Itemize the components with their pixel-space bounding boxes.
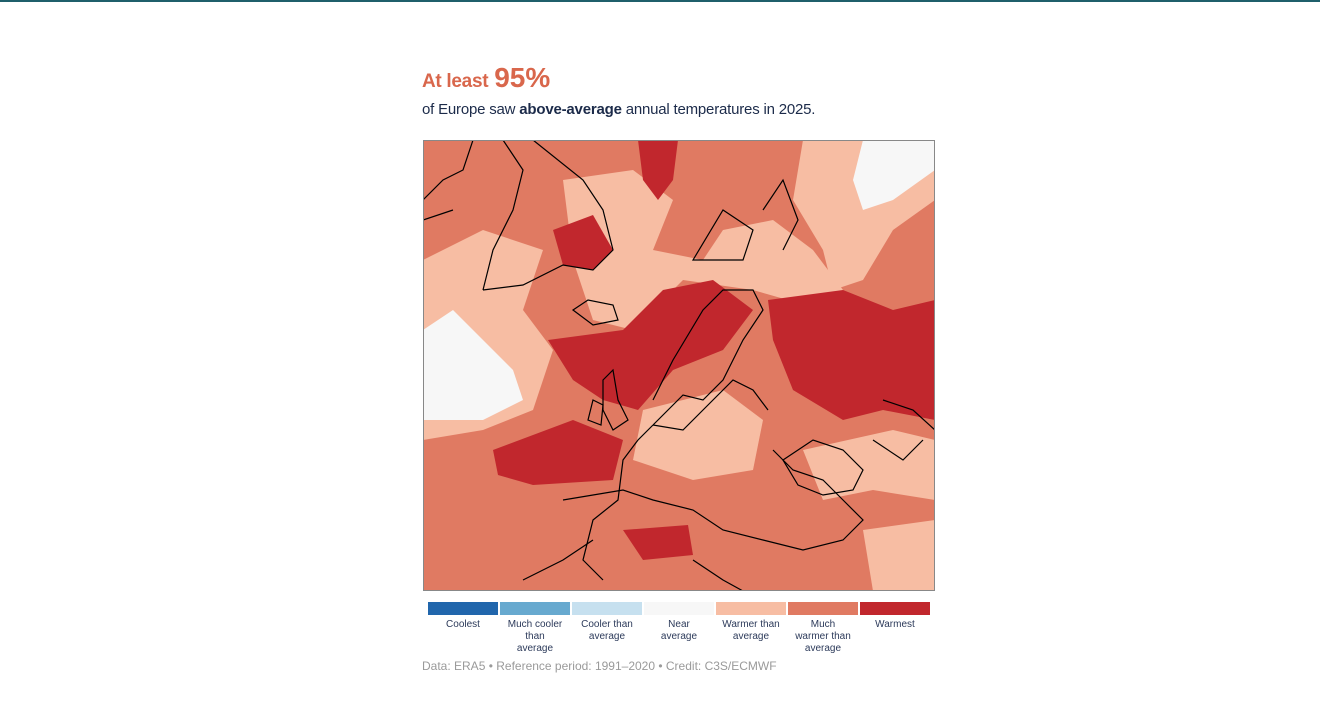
legend-item: Much warmer than average <box>788 602 858 655</box>
legend-label: Much warmer than average <box>795 619 851 654</box>
anomaly-region <box>853 140 935 210</box>
legend-swatch <box>572 602 642 615</box>
legend-swatch <box>428 602 498 615</box>
legend-item: Coolest <box>428 602 498 655</box>
subtitle-text: annual temperatures in 2025. <box>625 101 816 118</box>
anomaly-region <box>863 520 935 591</box>
map-frame <box>423 140 935 591</box>
legend-item: Cooler than average <box>572 602 642 655</box>
source-note: Data: ERA5 • Reference period: 1991–2020… <box>422 659 777 673</box>
map <box>423 140 935 591</box>
subtitle-emphasis: above-average <box>519 101 622 118</box>
legend-swatch <box>500 602 570 615</box>
legend-label: Warmest <box>875 619 915 630</box>
legend-item: Warmest <box>860 602 930 655</box>
anomaly-region <box>423 310 523 420</box>
legend-item: Near average <box>644 602 714 655</box>
legend-label: Much cooler than average <box>507 619 563 654</box>
top-bar <box>0 0 1320 2</box>
anomaly-region <box>493 420 623 485</box>
legend-swatch <box>788 602 858 615</box>
legend-label: Coolest <box>446 619 480 630</box>
legend-label: Cooler than average <box>581 619 633 642</box>
headline: At least 95% <box>422 62 550 94</box>
anomaly-region <box>563 170 843 330</box>
subtitle: of Europe saw above-average annual tempe… <box>422 101 815 118</box>
anomaly-region <box>768 290 935 420</box>
subtitle-text: of Europe saw <box>422 101 516 118</box>
legend-swatch <box>860 602 930 615</box>
anomaly-region <box>623 525 693 560</box>
headline-prefix: At least <box>422 71 489 92</box>
coastlines <box>423 140 935 591</box>
legend-label: Near average <box>660 619 698 642</box>
legend-swatch <box>716 602 786 615</box>
legend-item: Warmer than average <box>716 602 786 655</box>
anomaly-region <box>638 140 678 200</box>
legend-label: Warmer than average <box>722 619 780 642</box>
legend-item: Much cooler than average <box>500 602 570 655</box>
headline-figure: 95% <box>494 62 551 93</box>
legend: Coolest Much cooler than average Cooler th… <box>428 602 930 655</box>
legend-swatch <box>644 602 714 615</box>
anomaly-region <box>553 215 613 270</box>
map-layers <box>423 140 935 591</box>
